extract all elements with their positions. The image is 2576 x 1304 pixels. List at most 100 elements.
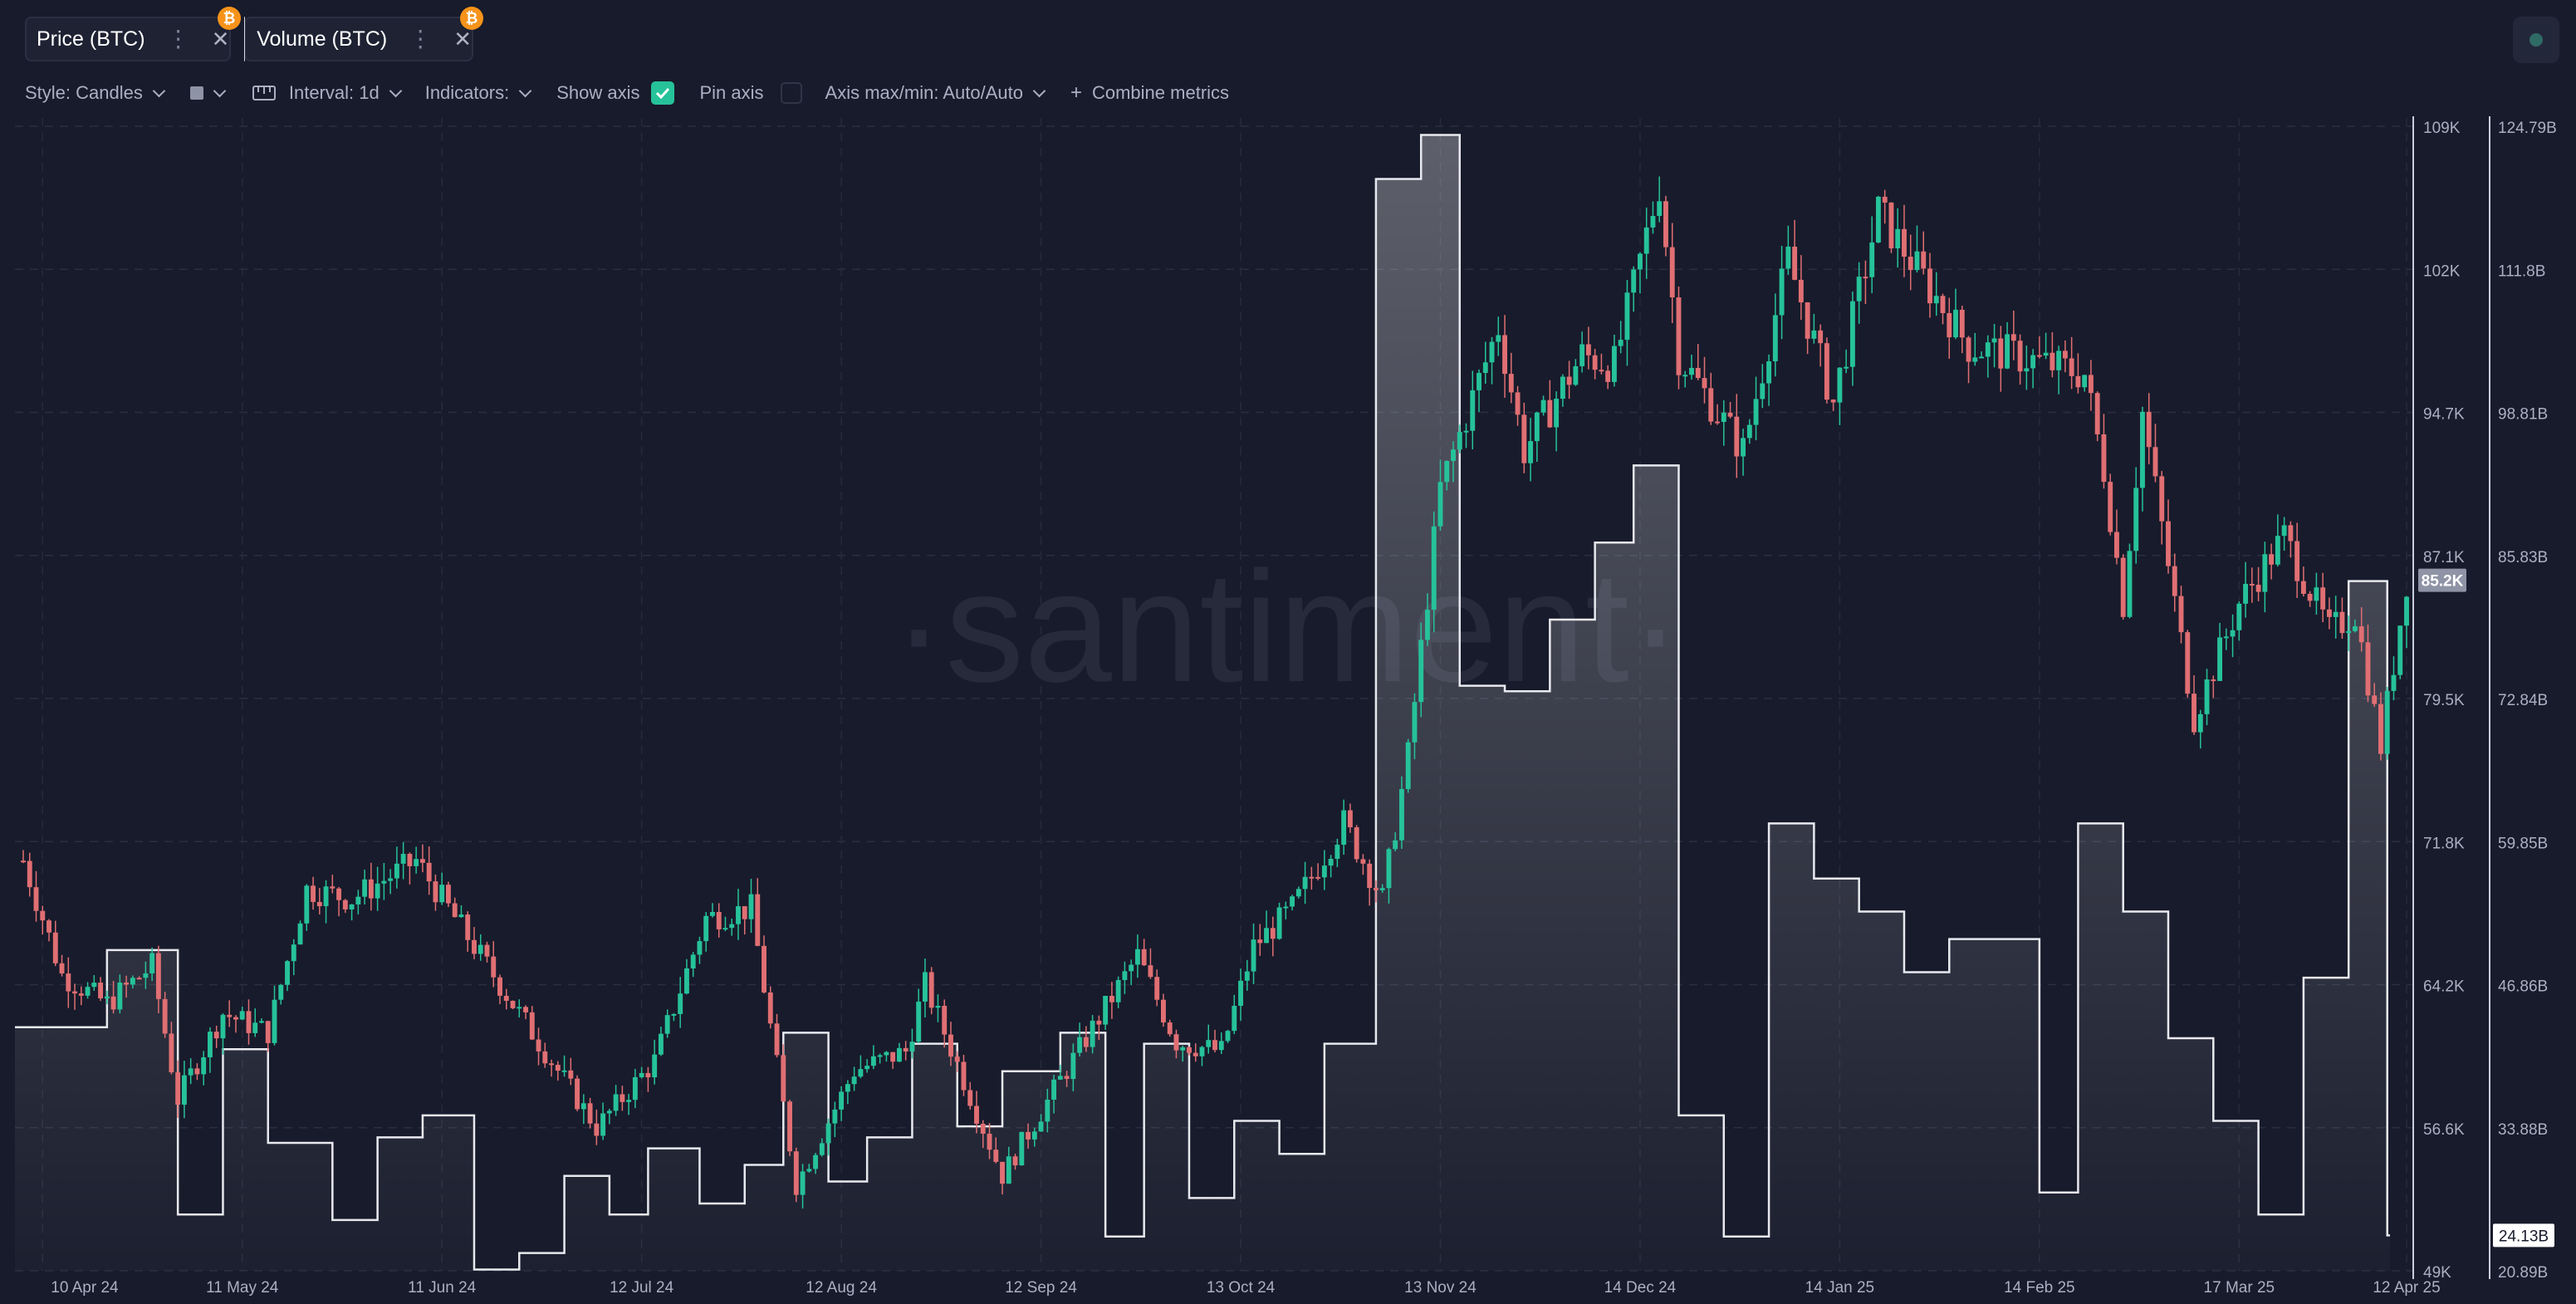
price-tick-label: 49K (2423, 1264, 2451, 1282)
candle-body (1998, 338, 2004, 369)
candle-body (1727, 412, 1733, 417)
candle-body (1431, 526, 1437, 610)
candle-body (870, 1056, 876, 1066)
candle-body (1805, 302, 1810, 339)
candle-body (323, 886, 329, 907)
show-axis-toggle[interactable]: Show axis (556, 81, 675, 105)
candle-body (1232, 1006, 1237, 1032)
candle-body (1019, 1131, 1025, 1166)
axis-maxmin-dropdown[interactable]: Axis max/min: Auto/Auto (825, 82, 1046, 104)
close-icon[interactable]: ✕ (211, 27, 230, 51)
bitcoin-icon: ₿ (218, 7, 241, 30)
current-price-tag (2418, 568, 2466, 592)
candle-body (124, 983, 130, 985)
candle-body (207, 1032, 213, 1057)
candle-body (491, 956, 497, 978)
x-tick-label: 13 Oct 24 (1207, 1279, 1276, 1297)
candle-body (762, 945, 766, 993)
indicators-dropdown[interactable]: Indicators: (425, 82, 532, 104)
candle-body (736, 906, 741, 924)
close-icon[interactable]: ✕ (453, 27, 472, 51)
candle-body (1354, 827, 1359, 860)
style-label: Style: Candles (25, 82, 143, 103)
candle-body (1122, 971, 1128, 980)
candle-body (1187, 1047, 1192, 1053)
candle-body (1206, 1040, 1212, 1047)
more-icon[interactable]: ⋮ (166, 26, 190, 51)
candle-body (1367, 863, 1373, 889)
candle-body (1482, 362, 1488, 373)
candle-body (407, 854, 413, 866)
tab-volume[interactable]: Volume (BTC) ⋮ ✕ ₿ (244, 7, 483, 61)
candle-body (2378, 703, 2383, 754)
candle-body (2192, 694, 2196, 733)
candle-body (2300, 581, 2306, 595)
candle-body (678, 993, 683, 1014)
combine-metrics-button[interactable]: + Combine metrics (1070, 81, 1229, 105)
candle-body (375, 883, 380, 899)
candle-body (52, 932, 58, 963)
x-tick-label: 11 Jun 24 (408, 1279, 476, 1297)
candle-body (59, 963, 65, 974)
candle-body (839, 1091, 845, 1110)
candle-body (806, 1169, 812, 1172)
color-swatch-icon (189, 86, 203, 100)
style-dropdown[interactable]: Style: Candles (25, 82, 166, 104)
x-tick-label: 12 Aug 24 (806, 1279, 877, 1297)
candle-body (2056, 351, 2062, 370)
candle-body (1811, 330, 1817, 339)
candle-body (710, 911, 715, 916)
candle-body (1979, 356, 1985, 359)
candle-body (2397, 625, 2403, 675)
candle-body (2372, 695, 2378, 704)
candle-body (259, 1021, 264, 1023)
candle-body (942, 1005, 948, 1035)
interval-label: Interval: 1d (288, 82, 380, 103)
volume-tick-label: 72.84B (2498, 692, 2548, 709)
candle-body (1251, 939, 1256, 972)
candle-body (1869, 242, 1875, 277)
candle-body (549, 1063, 555, 1066)
settings-button[interactable] (2513, 17, 2559, 63)
candle-body (27, 860, 32, 888)
candle-body (2113, 532, 2119, 558)
candle-body (1393, 840, 1398, 850)
pin-axis-label: Pin axis (699, 82, 764, 103)
candle-body (903, 1047, 908, 1052)
candle-body (2050, 352, 2055, 370)
candle-body (1360, 859, 1366, 864)
candle-body (1624, 292, 1630, 341)
bitcoin-icon: ₿ (460, 7, 483, 30)
volume-tick-label: 59.85B (2498, 835, 2548, 852)
candle-body (1425, 610, 1430, 640)
more-icon[interactable]: ⋮ (409, 26, 433, 51)
candle-body (1766, 360, 1772, 384)
candle-body (1444, 460, 1450, 483)
color-dropdown[interactable] (189, 84, 227, 100)
candle-body (458, 914, 464, 918)
pin-axis-toggle[interactable]: Pin axis (699, 82, 802, 104)
candle-body (465, 914, 471, 940)
candle-body (1045, 1099, 1050, 1122)
candle-body (774, 1023, 780, 1056)
candle-body (1347, 810, 1353, 828)
price-tick-label: 109K (2423, 120, 2461, 137)
checkbox-checked-icon[interactable] (651, 81, 675, 105)
candle-body (1012, 1156, 1018, 1166)
candle-body (1888, 202, 1894, 249)
candle-body (246, 1011, 252, 1033)
checkbox-unchecked-icon[interactable] (780, 82, 802, 104)
candle-body (1785, 246, 1791, 269)
candle-body (2262, 554, 2268, 592)
candle-body (1798, 279, 1804, 303)
candle-body (1611, 346, 1617, 382)
interval-dropdown[interactable]: Interval: 1d (252, 82, 402, 104)
tab-price[interactable]: Price (BTC) ⋮ ✕ ₿ (25, 7, 241, 61)
candle-body (1463, 430, 1469, 433)
candle-body (2178, 596, 2184, 633)
candle-body (349, 904, 355, 909)
candle-body (98, 983, 104, 999)
candle-body (1218, 1041, 1224, 1051)
candle-body (1772, 315, 1778, 361)
